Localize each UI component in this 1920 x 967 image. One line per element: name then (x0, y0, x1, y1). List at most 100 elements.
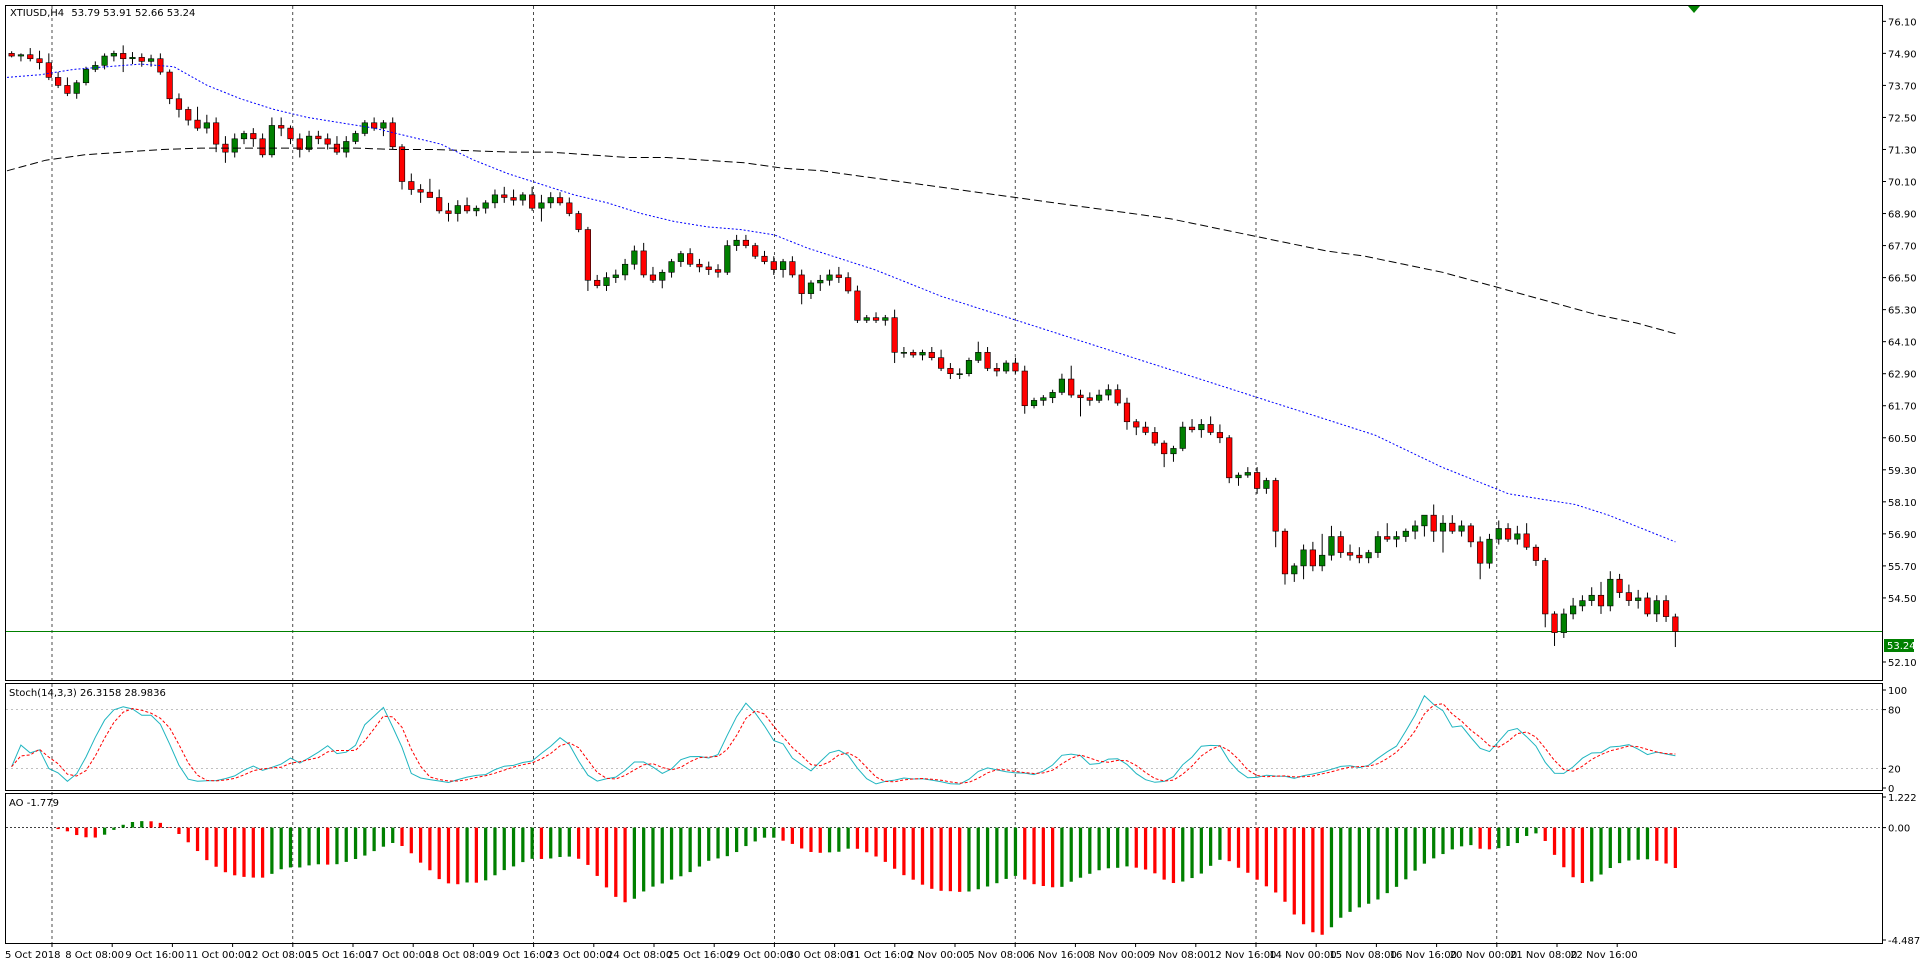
candle[interactable] (1542, 560, 1549, 615)
candle[interactable] (733, 239, 740, 246)
candle[interactable] (835, 274, 842, 278)
candle[interactable] (278, 125, 285, 129)
candle[interactable] (1114, 389, 1121, 404)
candle[interactable] (1040, 397, 1047, 401)
candle[interactable] (82, 69, 90, 84)
candle[interactable] (1449, 522, 1456, 532)
stoch-panel-frame[interactable] (5, 683, 1883, 791)
candle[interactable] (1662, 600, 1670, 617)
candle[interactable] (73, 82, 80, 94)
candle[interactable] (1216, 432, 1224, 439)
candle[interactable] (64, 85, 71, 94)
candle[interactable] (1486, 538, 1493, 564)
candle[interactable] (1328, 536, 1335, 556)
candle[interactable] (1597, 594, 1605, 607)
candle[interactable] (1607, 578, 1614, 607)
candle[interactable] (1235, 474, 1242, 479)
candle[interactable] (640, 250, 647, 276)
candle[interactable] (677, 253, 684, 262)
candle[interactable] (1161, 442, 1168, 455)
candle[interactable] (371, 122, 378, 129)
candle[interactable] (1588, 594, 1595, 601)
candle[interactable] (1068, 378, 1075, 396)
candle[interactable] (250, 133, 257, 140)
candle[interactable] (584, 229, 591, 281)
candle[interactable] (101, 55, 108, 66)
candle[interactable] (1346, 552, 1354, 556)
candle[interactable] (594, 279, 601, 286)
candle[interactable] (1188, 426, 1196, 431)
candle[interactable] (185, 109, 192, 121)
candle[interactable] (1393, 536, 1400, 540)
candle[interactable] (538, 202, 545, 209)
candle[interactable] (621, 263, 629, 276)
candle[interactable] (789, 261, 796, 276)
candle[interactable] (779, 261, 787, 270)
candle[interactable] (826, 274, 833, 281)
candle[interactable] (1365, 552, 1372, 559)
candle[interactable] (1012, 362, 1019, 372)
candle[interactable] (854, 290, 861, 321)
candle[interactable] (1477, 541, 1484, 564)
candle[interactable] (882, 317, 889, 321)
candle[interactable] (110, 53, 117, 57)
candle[interactable] (1384, 536, 1391, 540)
candle[interactable] (529, 194, 536, 209)
candle[interactable] (296, 138, 303, 150)
candle[interactable] (863, 317, 870, 321)
candle[interactable] (807, 282, 815, 294)
candle[interactable] (1402, 530, 1409, 537)
candle[interactable] (1207, 424, 1214, 433)
candle[interactable] (1319, 554, 1326, 567)
candle[interactable] (1133, 421, 1140, 428)
candle[interactable] (315, 135, 322, 140)
candle[interactable] (956, 373, 963, 375)
candle[interactable] (1281, 530, 1289, 575)
candle[interactable] (1495, 528, 1502, 540)
candle[interactable] (231, 138, 238, 153)
candle[interactable] (1179, 426, 1186, 449)
candle[interactable] (928, 352, 935, 358)
candle[interactable] (194, 119, 201, 129)
candle[interactable] (36, 58, 43, 64)
candle[interactable] (1170, 448, 1177, 455)
candle[interactable] (1198, 424, 1205, 431)
candle[interactable] (1030, 400, 1038, 407)
candle[interactable] (1504, 528, 1512, 540)
candle[interactable] (1514, 533, 1521, 540)
candle[interactable] (872, 317, 880, 321)
candle[interactable] (612, 274, 619, 278)
candle[interactable] (519, 194, 526, 201)
candle[interactable] (1458, 525, 1465, 532)
candle[interactable] (138, 57, 145, 62)
candle[interactable] (1142, 426, 1149, 433)
candle[interactable] (696, 263, 703, 268)
candle[interactable] (1430, 514, 1437, 532)
candle[interactable] (1300, 549, 1307, 567)
candle[interactable] (752, 245, 759, 257)
candle[interactable] (1551, 613, 1558, 633)
candle[interactable] (445, 210, 452, 214)
candle[interactable] (1058, 378, 1066, 393)
candle[interactable] (947, 368, 954, 374)
candle[interactable] (1644, 597, 1651, 615)
candle[interactable] (324, 138, 331, 145)
candle[interactable] (17, 54, 25, 57)
candle[interactable] (668, 261, 675, 273)
candle[interactable] (1226, 437, 1233, 479)
candle[interactable] (27, 54, 34, 60)
candle[interactable] (1412, 525, 1419, 532)
candle[interactable] (761, 255, 768, 262)
candle[interactable] (482, 202, 489, 209)
candle[interactable] (1244, 472, 1251, 476)
candle[interactable] (649, 274, 657, 281)
main-panel-frame[interactable] (5, 5, 1883, 681)
candle[interactable] (491, 194, 499, 204)
candle[interactable] (1356, 554, 1363, 559)
sell-arrow-icon[interactable] (1688, 6, 1700, 13)
candle[interactable] (1105, 389, 1112, 396)
candle[interactable] (305, 135, 313, 150)
candle[interactable] (993, 368, 1000, 372)
candle[interactable] (1653, 600, 1660, 615)
candle[interactable] (603, 277, 610, 286)
